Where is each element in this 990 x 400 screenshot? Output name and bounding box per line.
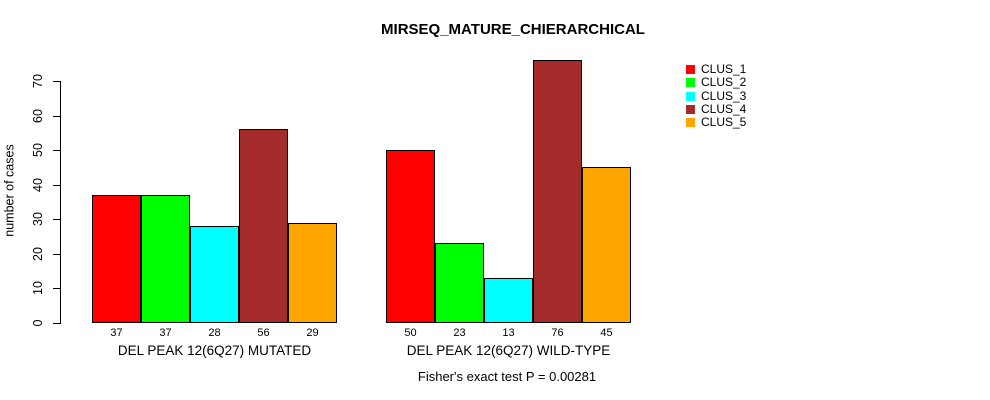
y-axis-tick-label: 30 bbox=[31, 212, 45, 227]
bar-clus-4-del-peak-12-6q27-mutated bbox=[239, 129, 288, 323]
legend-label: CLUS_2 bbox=[701, 75, 747, 90]
legend-label: CLUS_5 bbox=[701, 115, 747, 130]
x-category-label: DEL PEAK 12(6Q27) WILD-TYPE bbox=[406, 343, 611, 358]
legend-item-clus-1: CLUS_1 bbox=[686, 63, 746, 76]
y-axis-tick bbox=[53, 219, 60, 221]
bar-clus-3-del-peak-12-6q27-mutated bbox=[190, 226, 239, 323]
y-axis-tick bbox=[53, 115, 60, 117]
bar-value-label: 50 bbox=[404, 327, 417, 339]
legend-swatch bbox=[686, 105, 695, 115]
y-axis-tick-label: 40 bbox=[31, 177, 45, 192]
bar-clus-4-del-peak-12-6q27-wild-type bbox=[533, 60, 582, 323]
bar-value-label: 56 bbox=[257, 327, 270, 339]
y-axis-tick bbox=[53, 253, 60, 255]
bar-value-label: 37 bbox=[159, 327, 172, 339]
legend-swatch bbox=[686, 91, 695, 101]
x-category-label: DEL PEAK 12(6Q27) MUTATED bbox=[117, 343, 312, 358]
y-axis-tick-label: 10 bbox=[31, 281, 45, 296]
bar-clus-2-del-peak-12-6q27-mutated bbox=[141, 195, 190, 323]
legend-item-clus-3: CLUS_3 bbox=[686, 88, 747, 103]
legend-item-clus-4: CLUS_4 bbox=[686, 103, 746, 116]
bar-clus-1-del-peak-12-6q27-wild-type bbox=[386, 150, 435, 323]
legend-label: CLUS_3 bbox=[701, 88, 747, 103]
bar-clus-1-del-peak-12-6q27-mutated bbox=[92, 195, 141, 323]
legend-item-clus-2: CLUS_2 bbox=[686, 76, 746, 89]
bar-value-label: 29 bbox=[306, 327, 319, 339]
bar-clus-5-del-peak-12-6q27-mutated bbox=[288, 222, 337, 323]
chart-title: MIRSEQ_MATURE_CHIERARCHICAL bbox=[381, 21, 645, 38]
legend-label: CLUS_1 bbox=[701, 62, 747, 77]
bar-clus-5-del-peak-12-6q27-wild-type bbox=[582, 167, 631, 323]
bar-clus-2-del-peak-12-6q27-wild-type bbox=[435, 243, 484, 323]
y-axis-tick bbox=[53, 150, 60, 152]
y-axis-tick bbox=[53, 184, 60, 186]
legend: CLUS_1 CLUS_2 CLUS_3 CLUS_4 CLUS_5 bbox=[686, 63, 746, 129]
bar-clus-3-del-peak-12-6q27-wild-type bbox=[484, 278, 533, 323]
y-axis-tick-label: 20 bbox=[31, 246, 45, 261]
y-axis-tick bbox=[53, 323, 60, 324]
legend-swatch bbox=[686, 65, 695, 75]
y-axis-tick bbox=[53, 288, 60, 290]
y-axis-tick-label: 50 bbox=[31, 143, 45, 158]
y-axis-label: number of cases bbox=[2, 144, 17, 237]
bar-value-label: 45 bbox=[600, 327, 613, 339]
y-axis-tick-label: 70 bbox=[31, 74, 45, 88]
legend-swatch bbox=[686, 78, 695, 88]
bar-value-label: 28 bbox=[208, 327, 221, 339]
y-axis-tick bbox=[53, 81, 60, 82]
bar-value-label: 13 bbox=[502, 327, 515, 339]
bar-value-label: 76 bbox=[551, 327, 564, 339]
bar-value-label: 37 bbox=[110, 327, 123, 339]
fisher-test-annotation: Fisher's exact test P = 0.00281 bbox=[417, 369, 597, 384]
y-axis-tick-label: 60 bbox=[31, 108, 45, 123]
bar-value-label: 23 bbox=[453, 327, 466, 339]
legend-label: CLUS_4 bbox=[701, 102, 747, 117]
legend-swatch bbox=[686, 118, 695, 128]
y-axis bbox=[60, 81, 61, 324]
legend-item-clus-5: CLUS_5 bbox=[686, 116, 746, 129]
y-axis-tick-label: 0 bbox=[31, 319, 45, 327]
